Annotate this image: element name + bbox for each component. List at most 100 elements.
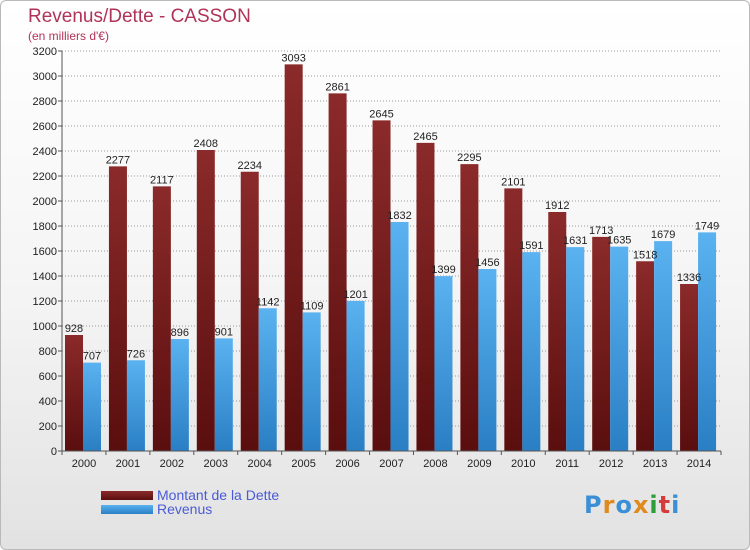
y-tick-label: 0	[51, 446, 57, 458]
y-tick-label: 1800	[33, 221, 57, 233]
bar-dette	[680, 284, 699, 451]
legend-label-dette: Montant de la Dette	[157, 487, 280, 503]
bar-dette	[328, 93, 347, 451]
bar-dette	[548, 212, 567, 451]
y-tick-label: 1000	[33, 321, 57, 333]
bar-dette	[152, 186, 171, 451]
data-label: 1142	[256, 296, 280, 308]
data-label: 1832	[387, 210, 411, 222]
bar-revenus	[83, 362, 101, 451]
y-tick-label: 2600	[33, 121, 57, 133]
bar-revenus	[346, 300, 365, 451]
x-tick-label: 2003	[204, 458, 228, 470]
data-label: 2117	[150, 174, 174, 186]
bar-dette	[636, 261, 655, 451]
bar-dette	[416, 142, 435, 451]
y-tick-label: 2200	[33, 171, 57, 183]
x-tick-label: 2011	[555, 458, 579, 470]
x-tick-label: 2001	[116, 458, 140, 470]
legend-item-revenus: Revenus	[101, 501, 212, 517]
bar-revenus	[566, 247, 585, 451]
x-tick-label: 2008	[423, 458, 447, 470]
y-tick-label: 200	[39, 421, 57, 433]
y-tick-label: 1200	[33, 296, 57, 308]
data-label: 2465	[413, 131, 437, 143]
data-label: 1631	[563, 235, 587, 247]
logo-letter: x	[632, 491, 650, 519]
data-label: 726	[127, 348, 145, 360]
data-label: 1518	[633, 249, 657, 261]
data-label: 1336	[677, 272, 701, 284]
x-tick-label: 2006	[335, 458, 359, 470]
logo-letter: o	[615, 491, 633, 519]
bar-revenus	[302, 312, 321, 451]
labels: 0 200 400 600 800 1000 1200 1400 1600 1800 2000 220…	[33, 46, 720, 470]
data-label: 2234	[237, 160, 261, 172]
bar-revenus	[214, 338, 233, 451]
x-tick-label: 2009	[467, 458, 491, 470]
data-label: 707	[83, 351, 101, 363]
data-label: 1399	[431, 264, 455, 276]
axes	[58, 50, 722, 455]
data-label: 2645	[369, 108, 393, 120]
bar-dette	[592, 236, 611, 451]
data-label: 2277	[106, 154, 130, 166]
x-tick-label: 2012	[599, 458, 623, 470]
data-label: 1912	[545, 200, 569, 212]
legend-swatch-dette	[101, 490, 153, 500]
bar-revenus	[698, 232, 717, 451]
bar-dette	[504, 188, 523, 451]
bar-dette	[460, 164, 479, 451]
y-tick-label: 600	[39, 371, 57, 383]
y-tick-label: 800	[39, 346, 57, 358]
y-tick-label: 2800	[33, 96, 57, 108]
data-label: 1713	[589, 225, 613, 237]
data-label: 2408	[194, 138, 218, 150]
bar-dette	[240, 171, 259, 451]
x-tick-label: 2013	[643, 458, 667, 470]
bar-revenus	[258, 308, 277, 451]
bar-dette	[372, 120, 391, 451]
data-label: 1591	[519, 240, 543, 252]
proxiti-logo: Proxiti	[584, 491, 680, 519]
bar-revenus	[478, 269, 497, 451]
y-tick-label: 400	[39, 396, 57, 408]
bar-dette	[196, 150, 215, 451]
chart-subtitle: (en milliers d'€)	[28, 29, 109, 43]
data-label: 1635	[607, 235, 631, 247]
bar-revenus	[522, 252, 541, 451]
bar-revenus	[170, 339, 189, 451]
bar-dette	[108, 166, 127, 451]
x-tick-label: 2005	[291, 458, 315, 470]
data-label: 1201	[343, 289, 367, 301]
data-label: 3093	[281, 52, 305, 64]
y-tick-label: 3200	[33, 46, 57, 58]
y-tick-label: 3000	[33, 71, 57, 83]
chart-title: Revenus/Dette - CASSON	[28, 6, 251, 27]
bar-revenus	[390, 222, 409, 451]
y-tick-label: 2400	[33, 146, 57, 158]
logo-letter: t	[658, 491, 672, 519]
data-label: 1679	[651, 229, 675, 241]
data-label: 2101	[501, 176, 525, 188]
bars	[65, 64, 717, 451]
y-tick-label: 1400	[33, 271, 57, 283]
data-label: 1456	[475, 257, 499, 269]
data-label: 1749	[695, 220, 719, 232]
data-label: 901	[215, 326, 233, 338]
x-tick-label: 2002	[160, 458, 184, 470]
bar-revenus	[610, 246, 629, 451]
bar-revenus	[434, 276, 453, 451]
x-tick-label: 2007	[379, 458, 403, 470]
data-label: 928	[65, 323, 83, 335]
logo-letter: r	[602, 491, 616, 519]
x-tick-label: 2010	[511, 458, 535, 470]
bar-dette	[65, 335, 83, 451]
legend-swatch-revenus	[101, 504, 153, 514]
y-tick-label: 1600	[33, 246, 57, 258]
data-label: 896	[171, 327, 189, 339]
bar-revenus	[654, 241, 673, 451]
bar-revenus	[126, 360, 145, 451]
